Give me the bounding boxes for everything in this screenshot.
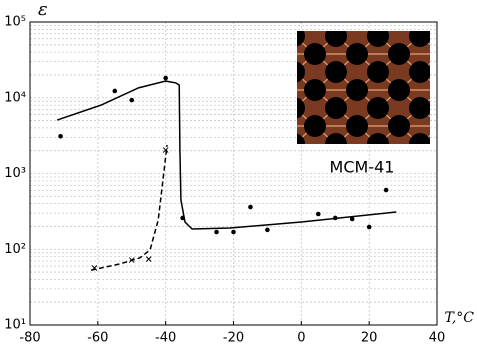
data-point [214, 229, 219, 235]
inset-image [297, 31, 430, 144]
data-point [145, 256, 152, 263]
data-point [162, 147, 169, 153]
data-point [58, 133, 63, 139]
x-tick-label: -60 [87, 331, 108, 346]
data-point [265, 227, 270, 233]
x-tick-label: 0 [297, 331, 305, 346]
data-point [128, 257, 135, 263]
data-point [231, 229, 236, 235]
data-point [349, 216, 355, 222]
x-axis-label: T,°C [445, 310, 475, 326]
x-tick-label: 40 [429, 331, 446, 346]
x-tick-label: 20 [361, 331, 378, 346]
y-tick-label: 10⁴ [4, 90, 26, 105]
y-axis-label: ε [38, 0, 48, 20]
x-tick-label: -20 [223, 331, 244, 346]
data-point [248, 204, 253, 210]
data-point [112, 88, 118, 94]
y-tick-label: 10² [4, 242, 26, 257]
x-tick-label: -80 [19, 331, 40, 346]
data-point [366, 224, 372, 230]
data-point [163, 75, 168, 81]
data-point [383, 187, 389, 193]
x-tick-label: -40 [155, 331, 176, 346]
y-tick-label: 10⁵ [4, 15, 26, 30]
data-point [315, 211, 321, 217]
data-line [56, 80, 397, 230]
y-tick-label: 10³ [4, 166, 26, 181]
data-line [90, 144, 168, 271]
annotation: MCM-41 [330, 158, 395, 177]
data-point [129, 97, 135, 103]
y-tick-label: 10¹ [4, 318, 26, 333]
data-point [91, 265, 98, 271]
